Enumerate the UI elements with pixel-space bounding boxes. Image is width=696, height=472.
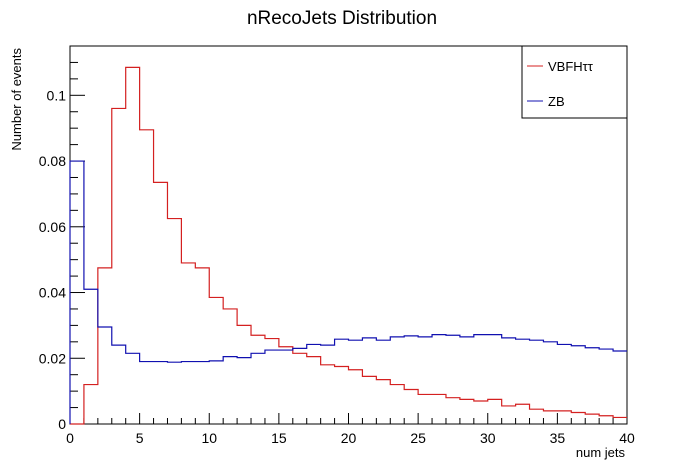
- x-tick-label: 25: [410, 430, 426, 446]
- series-line-vbf: [70, 66, 627, 425]
- legend-label-zb: ZB: [548, 94, 565, 109]
- chart-title: nRecoJets Distribution: [247, 8, 437, 29]
- legend-box: [521, 45, 628, 119]
- x-tick-label: 30: [480, 430, 496, 446]
- x-tick-label: 35: [550, 430, 566, 446]
- legend-label-vbf: VBFHττ: [548, 59, 594, 74]
- legend: VBFHττ ZB: [521, 45, 628, 119]
- y-tick-label: 0: [58, 416, 66, 432]
- x-tick-label: 10: [201, 430, 217, 446]
- x-tick-label: 40: [619, 430, 635, 446]
- x-axis-ticks: 0 5 10 15 20 25 30 35 40: [66, 413, 635, 446]
- x-tick-label: 5: [136, 430, 144, 446]
- x-tick-label: 0: [66, 430, 74, 446]
- y-tick-label: 0.02: [39, 350, 66, 366]
- y-tick-label: 0.1: [47, 87, 67, 103]
- y-axis-label: Number of events: [9, 48, 24, 151]
- x-tick-label: 15: [271, 430, 287, 446]
- y-tick-label: 0.04: [39, 285, 66, 301]
- y-tick-label: 0.08: [39, 153, 66, 169]
- series-line-zb: [69, 160, 627, 424]
- series-lines: [69, 66, 627, 425]
- y-axis-ticks: 0 0.02 0.04 0.06 0.08 0.1: [39, 61, 85, 432]
- x-axis-label: num jets: [576, 445, 626, 460]
- y-tick-label: 0.06: [39, 219, 66, 235]
- x-tick-label: 20: [341, 430, 357, 446]
